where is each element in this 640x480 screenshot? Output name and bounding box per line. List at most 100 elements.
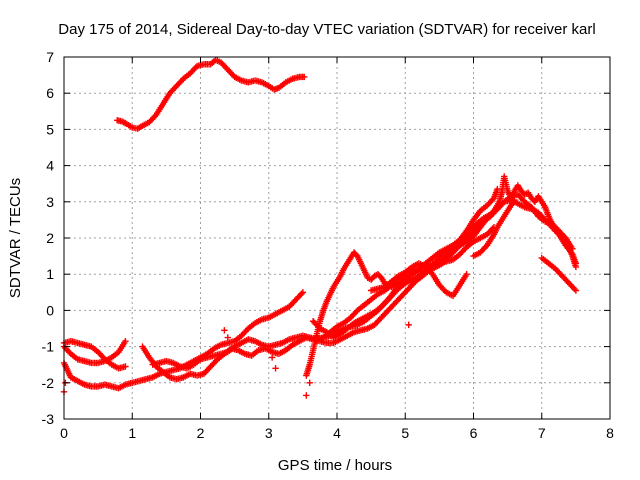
series-arc-K <box>538 254 580 294</box>
data-point <box>480 212 493 222</box>
x-tick-label: 7 <box>538 425 546 441</box>
data-point <box>248 348 261 359</box>
data-point <box>108 350 121 361</box>
data-point <box>279 304 291 314</box>
data-point <box>364 274 373 282</box>
data-point <box>367 308 380 320</box>
data-point <box>528 194 537 204</box>
y-tick-label: -2 <box>42 375 55 391</box>
data-point <box>548 220 561 233</box>
series-arc-H <box>313 223 498 343</box>
data-point <box>224 344 237 356</box>
series-arc-F <box>303 173 580 379</box>
data-point <box>268 354 276 361</box>
data-point <box>231 333 243 345</box>
data-point <box>572 287 580 294</box>
data-point <box>234 347 247 357</box>
data-point <box>118 118 129 127</box>
data-point <box>187 64 199 77</box>
data-point <box>388 274 400 285</box>
data-point <box>470 235 482 245</box>
data-point <box>477 203 489 215</box>
data-point <box>183 362 196 372</box>
data-point <box>367 274 377 283</box>
y-tick-label: -1 <box>42 339 55 355</box>
data-point <box>456 245 469 258</box>
data-point <box>501 194 513 205</box>
data-point <box>200 364 213 377</box>
x-tick-labels: 0 1 2 3 4 5 6 7 8 <box>60 425 614 441</box>
data-point <box>374 271 384 280</box>
data-point <box>449 283 462 300</box>
data-point <box>180 371 192 381</box>
series-arc-J <box>470 196 518 260</box>
y-tick-label: -3 <box>42 411 55 427</box>
series-scattered <box>60 321 412 399</box>
data-point <box>555 227 568 240</box>
data-point <box>470 225 483 240</box>
data-point <box>323 292 333 305</box>
data-point <box>265 82 276 92</box>
data-point <box>374 288 387 298</box>
data-point <box>436 246 448 256</box>
data-point <box>466 221 479 234</box>
axis-ticks <box>63 56 611 420</box>
data-point <box>350 249 360 259</box>
data-point <box>146 113 158 126</box>
data-point <box>552 265 565 278</box>
data-point <box>395 281 407 292</box>
data-point <box>483 196 496 209</box>
data-point <box>303 392 310 399</box>
data-point <box>381 279 394 291</box>
data-point <box>251 317 264 327</box>
data-point <box>282 342 295 354</box>
data-point <box>122 337 129 345</box>
data-point <box>429 261 441 271</box>
x-tick-label: 5 <box>401 425 409 441</box>
data-point <box>286 297 298 310</box>
data-point <box>204 346 216 358</box>
data-point <box>470 250 482 260</box>
data-point <box>511 196 518 204</box>
data-point <box>446 245 458 256</box>
data-point <box>528 204 541 218</box>
data-point <box>535 213 547 224</box>
data-point <box>88 343 100 354</box>
data-point <box>94 348 107 362</box>
data-point <box>405 279 418 292</box>
series-arc-I <box>367 260 470 300</box>
data-point <box>258 79 271 89</box>
data-point <box>436 281 449 295</box>
data-point <box>129 124 140 132</box>
data-point <box>429 250 441 262</box>
data-point <box>565 280 578 293</box>
data-point <box>74 377 86 387</box>
x-tick-label: 6 <box>470 425 478 441</box>
data-point <box>535 193 544 204</box>
data-point <box>449 237 462 249</box>
data-point <box>443 289 455 299</box>
y-tick-label: 0 <box>46 302 54 318</box>
data-point <box>381 294 394 307</box>
data-point <box>299 289 307 296</box>
data-point <box>354 318 366 329</box>
data-point <box>272 365 279 372</box>
data-point <box>101 355 114 365</box>
data-point <box>123 120 134 130</box>
data-point <box>422 263 435 276</box>
data-point <box>449 252 462 263</box>
data-point <box>473 216 486 227</box>
data-point <box>538 198 548 209</box>
data-point <box>361 297 373 309</box>
data-point <box>347 308 360 321</box>
y-tick-label: 5 <box>46 121 54 137</box>
x-tick-label: 0 <box>60 425 68 441</box>
x-tick-label: 2 <box>197 425 205 441</box>
data-point <box>238 326 251 339</box>
y-tick-label: 2 <box>46 230 54 246</box>
data-point <box>388 286 401 300</box>
data-point <box>115 345 125 356</box>
data-point <box>180 71 192 82</box>
data-point <box>357 260 367 272</box>
